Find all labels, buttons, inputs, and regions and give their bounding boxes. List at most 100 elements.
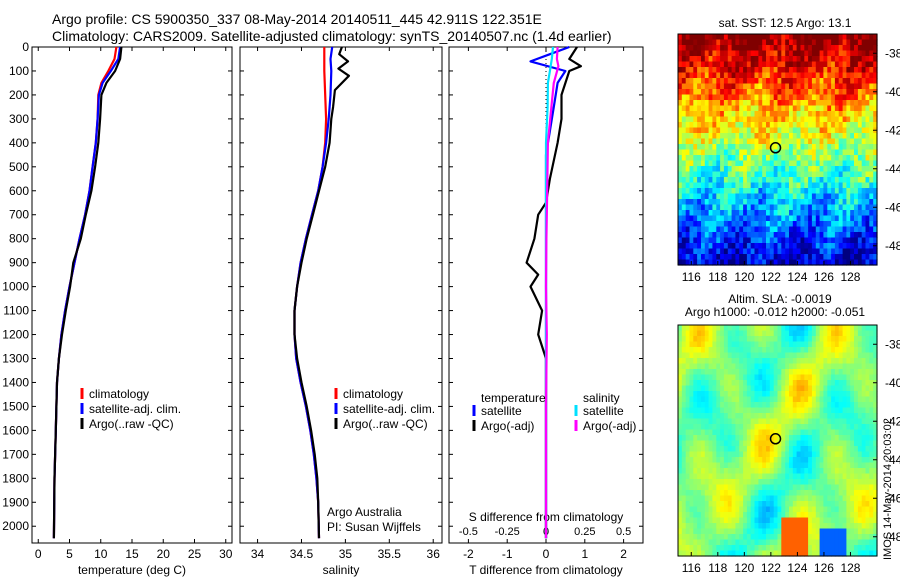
y-tick-label: -44 [885, 162, 900, 176]
x-tick-label: 124 [787, 561, 807, 575]
x-tick-label: 120 [734, 561, 754, 575]
s-tick-label: -0.25 [495, 526, 520, 538]
map-frame [677, 324, 878, 557]
legend-label: climatology [89, 387, 149, 401]
legend-label: satellite-adj. clim. [89, 402, 181, 416]
x-tick-label: 116 [682, 561, 701, 575]
x-tick-label: 30 [219, 547, 233, 561]
plot-frame [239, 46, 443, 544]
series-line-argo-adj- [544, 46, 560, 539]
y-tick-label: -46 [885, 200, 900, 214]
argo-position-marker [769, 142, 782, 154]
y-tick-label: 1300 [2, 351, 29, 365]
x-tick-label: 10 [94, 547, 108, 561]
x-axis-label: T difference from climatology [469, 563, 623, 577]
y-tick-label: -38 [885, 337, 900, 351]
annotation-text: PI: Susan Wijffels [327, 520, 421, 534]
y-tick-label: 400 [9, 136, 29, 150]
x-tick-label: 124 [787, 270, 807, 284]
y-tick-label: 2000 [2, 519, 29, 533]
y-tick-label: 1400 [2, 375, 29, 389]
x-tick-label: 122 [761, 270, 781, 284]
s-tick-label: -0.5 [459, 526, 478, 538]
legend-label: Argo(-adj) [583, 419, 636, 433]
x-tick-label: 1 [581, 547, 588, 561]
y-tick-label: 500 [9, 160, 29, 174]
legend-label: Argo(..raw -QC) [343, 417, 428, 431]
s-tick-label: 0.5 [616, 526, 631, 538]
series-line-argo-raw-qc- [293, 46, 350, 539]
y-tick-label: 100 [9, 64, 29, 78]
s-tick-label: 0.25 [574, 526, 595, 538]
y-tick-label: 1500 [2, 399, 29, 413]
y-tick-label: 0 [22, 40, 29, 54]
y-tick-label: 200 [9, 88, 29, 102]
series-line-argo-adj- [525, 46, 583, 539]
y-tick-label: -42 [885, 123, 900, 137]
x-tick-label: 116 [682, 270, 701, 284]
y-tick-label: 900 [9, 256, 29, 270]
map-cells [678, 325, 878, 557]
y-tick-label: 1100 [3, 304, 29, 318]
x-tick-label: 128 [840, 270, 860, 284]
x-tick-label: 34.5 [290, 547, 314, 561]
x-tick-label: 34 [251, 547, 265, 561]
sst-map-panel: 116 118 120 122 124 126 128 -38 -40 -42 -44 -46 -48 [677, 33, 900, 284]
y-tick-label: 600 [9, 184, 29, 198]
x-tick-label: 128 [840, 561, 860, 575]
x-tick-label: 0 [35, 547, 42, 561]
legend-label: Argo(-adj) [481, 419, 534, 433]
salinity-panel: 34 34.5 35 35.5 36 salinity climatologysatelli… [239, 46, 443, 577]
x-tick-label: 35.5 [378, 547, 402, 561]
x-tick-label: 15 [125, 547, 139, 561]
y-tick-label: -48 [885, 530, 900, 544]
x-tick-label: 122 [761, 561, 781, 575]
y-tick-label: -44 [885, 453, 900, 467]
x-tick-label: 2 [620, 547, 627, 561]
legend-label: climatology [343, 387, 403, 401]
legend-label: satellite-adj. clim. [343, 402, 435, 416]
y-tick-label: -40 [885, 376, 900, 390]
legend-group-title: temperature [481, 391, 546, 405]
sla-map-panel: 116 118 120 122 124 126 128 -38 -40 -42 -44 -46 -48 [677, 324, 900, 575]
x-tick-label: 0 [543, 547, 550, 561]
y-tick-label: 1800 [2, 471, 29, 485]
argo-position-marker [769, 433, 782, 445]
y-tick-label: 1200 [2, 328, 29, 342]
y-tick-label: 1600 [2, 423, 29, 437]
series-line-argo-raw-qc- [52, 46, 123, 539]
figure-title-line1: Argo profile: CS 5900350_337 08-May-2014… [52, 11, 542, 27]
map-frame [677, 33, 878, 266]
x-tick-label: 126 [814, 561, 834, 575]
x-tick-label: 120 [734, 270, 754, 284]
plot-frame [31, 46, 233, 544]
y-tick-label: -38 [885, 46, 900, 60]
x-axis-label: temperature (deg C) [78, 563, 186, 577]
y-tick-label: -42 [885, 414, 900, 428]
y-tick-label: -48 [885, 239, 900, 253]
sla-map-subtitle: Argo h1000: -0.012 h2000: -0.051 [684, 305, 866, 319]
legend-group-title: salinity [583, 391, 620, 405]
figure-title-line2: Climatology: CARS2009. Satellite-adjuste… [52, 28, 612, 44]
map-cells [678, 34, 878, 266]
x-tick-label: 35 [339, 547, 353, 561]
y-tick-label: 300 [9, 112, 29, 126]
y-tick-label: 1700 [2, 447, 29, 461]
x-tick-label: 20 [157, 547, 171, 561]
legend-label: Argo(..raw -QC) [89, 417, 174, 431]
y-tick-label: 1000 [2, 280, 29, 294]
x-tick-label: -2 [463, 547, 474, 561]
x-tick-label: 25 [188, 547, 202, 561]
legend-label: satellite [583, 404, 624, 418]
series-line-satellite [544, 46, 555, 539]
temperature-panel: 0 5 10 15 20 25 300100200300400500600700800900… [2, 40, 232, 577]
y-tick-label: 800 [9, 232, 29, 246]
y-tick-label: -40 [885, 85, 900, 99]
legend-label: satellite [481, 404, 522, 418]
x-tick-label: 36 [427, 547, 441, 561]
x-tick-label: 5 [66, 547, 73, 561]
annotation-text: Argo Australia [327, 505, 402, 519]
sla-map-title: Altim. SLA: -0.0019 [728, 292, 832, 306]
x-tick-label: -1 [502, 547, 513, 561]
